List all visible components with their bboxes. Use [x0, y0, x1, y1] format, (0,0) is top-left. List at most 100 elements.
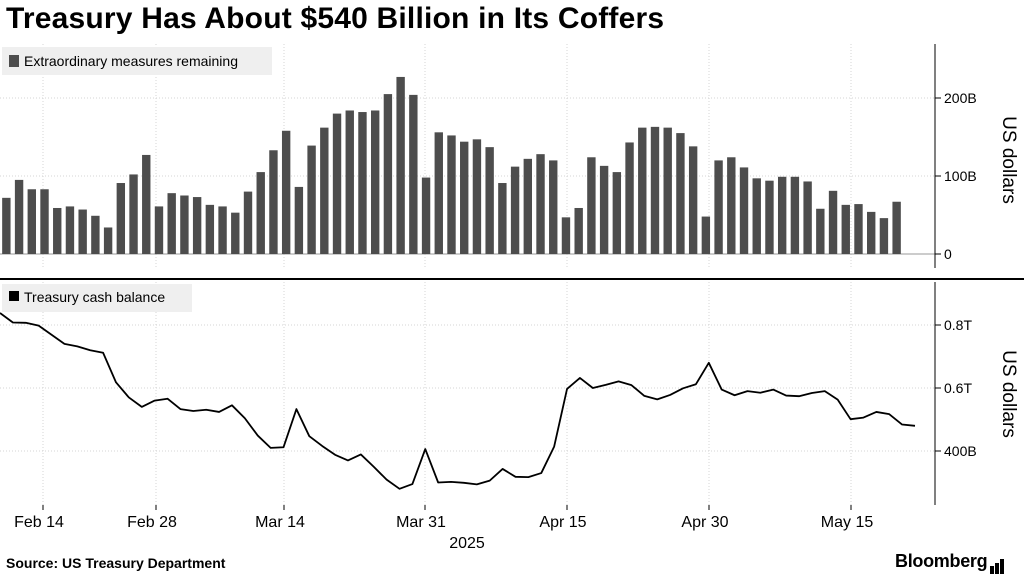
line-legend-swatch: [9, 291, 19, 301]
bar: [739, 167, 749, 254]
bar: [294, 186, 304, 254]
bar: [790, 176, 800, 254]
bar: [460, 141, 469, 254]
bar: [472, 139, 482, 254]
bar: [892, 201, 901, 254]
bar: [256, 172, 265, 254]
bar: [485, 147, 494, 254]
bar-legend-box: [2, 47, 272, 75]
line-y-axis-title: US dollars: [998, 350, 1019, 438]
bar: [218, 206, 227, 254]
bar-ytick-label: 200B: [944, 90, 977, 106]
bar: [320, 127, 329, 254]
bar: [167, 193, 176, 254]
bar: [332, 113, 342, 254]
bar: [701, 216, 711, 254]
bar: [129, 174, 138, 254]
bar-ytick-label: 0: [944, 246, 952, 262]
line-legend-label: Treasury cash balance: [24, 289, 165, 305]
cash-balance-line: [0, 312, 916, 490]
bar: [752, 178, 761, 254]
bar: [612, 172, 622, 254]
bar: [358, 112, 367, 254]
bar: [243, 191, 253, 254]
x-tick-label: Mar 31: [396, 514, 446, 531]
bar: [142, 154, 151, 254]
bar: [879, 218, 889, 254]
bar: [663, 127, 672, 254]
line-ytick-label: 0.8T: [944, 317, 972, 333]
brand-logo: Bloomberg: [895, 551, 1006, 574]
line-legend-box: [2, 284, 192, 312]
bar-legend-swatch: [9, 55, 19, 67]
bar: [370, 110, 380, 254]
bar: [625, 142, 634, 254]
x-tick-label: Apr 30: [681, 514, 728, 531]
bar: [345, 110, 354, 254]
x-tick-label: Mar 14: [255, 514, 305, 531]
bar: [103, 227, 113, 254]
bar: [78, 209, 87, 254]
x-year-label: 2025: [449, 535, 485, 552]
brand-bars-icon: [990, 553, 1006, 574]
bar: [281, 130, 291, 254]
line-ytick-label: 400B: [944, 443, 977, 459]
bar: [574, 207, 583, 254]
bar: [154, 206, 164, 254]
bar: [777, 176, 787, 254]
x-tick-label: Apr 15: [539, 514, 586, 531]
bar: [650, 126, 660, 254]
bar: [688, 146, 698, 254]
bar: [803, 181, 812, 254]
bar: [727, 157, 736, 254]
bar: [510, 166, 520, 254]
bar: [599, 165, 609, 254]
bar: [409, 94, 418, 254]
bar: [307, 145, 316, 254]
bar-ytick-label: 100B: [944, 168, 977, 184]
bar: [523, 158, 532, 254]
bar: [867, 211, 876, 254]
bar: [816, 208, 825, 254]
bar: [536, 154, 545, 254]
bar: [116, 183, 126, 254]
bar: [498, 183, 507, 254]
bar-legend-label: Extraordinary measures remaining: [24, 53, 238, 69]
bar: [53, 207, 62, 254]
bar: [854, 204, 863, 254]
line-ytick-label: 0.6T: [944, 380, 972, 396]
bar: [587, 157, 596, 254]
bar: [396, 76, 405, 254]
bar: [65, 206, 75, 254]
chart-title: Treasury Has About $540 Billion in Its C…: [6, 2, 665, 35]
bar: [549, 160, 558, 254]
bar: [91, 215, 100, 254]
x-tick-label: Feb 14: [14, 514, 64, 531]
bar: [205, 204, 215, 254]
bar: [828, 190, 838, 254]
bar: [269, 150, 278, 254]
bar: [447, 135, 456, 254]
bar-y-axis-title: US dollars: [998, 116, 1019, 204]
bar: [434, 132, 443, 254]
bar: [676, 133, 685, 254]
bar: [421, 177, 431, 254]
bar: [383, 94, 393, 254]
x-tick-label: Feb 28: [127, 514, 177, 531]
bar: [192, 197, 202, 254]
bar: [841, 204, 850, 254]
bar: [40, 189, 49, 254]
bar: [180, 195, 189, 254]
x-tick-label: May 15: [821, 514, 874, 531]
bar: [2, 197, 11, 254]
bar: [231, 212, 240, 254]
brand-name: Bloomberg: [895, 551, 988, 571]
bar: [714, 160, 723, 254]
bar: [561, 217, 571, 254]
bar: [14, 179, 24, 254]
bar: [638, 127, 647, 254]
bar: [27, 189, 36, 254]
bar: [765, 180, 774, 254]
source-note: Source: US Treasury Department: [6, 555, 226, 571]
